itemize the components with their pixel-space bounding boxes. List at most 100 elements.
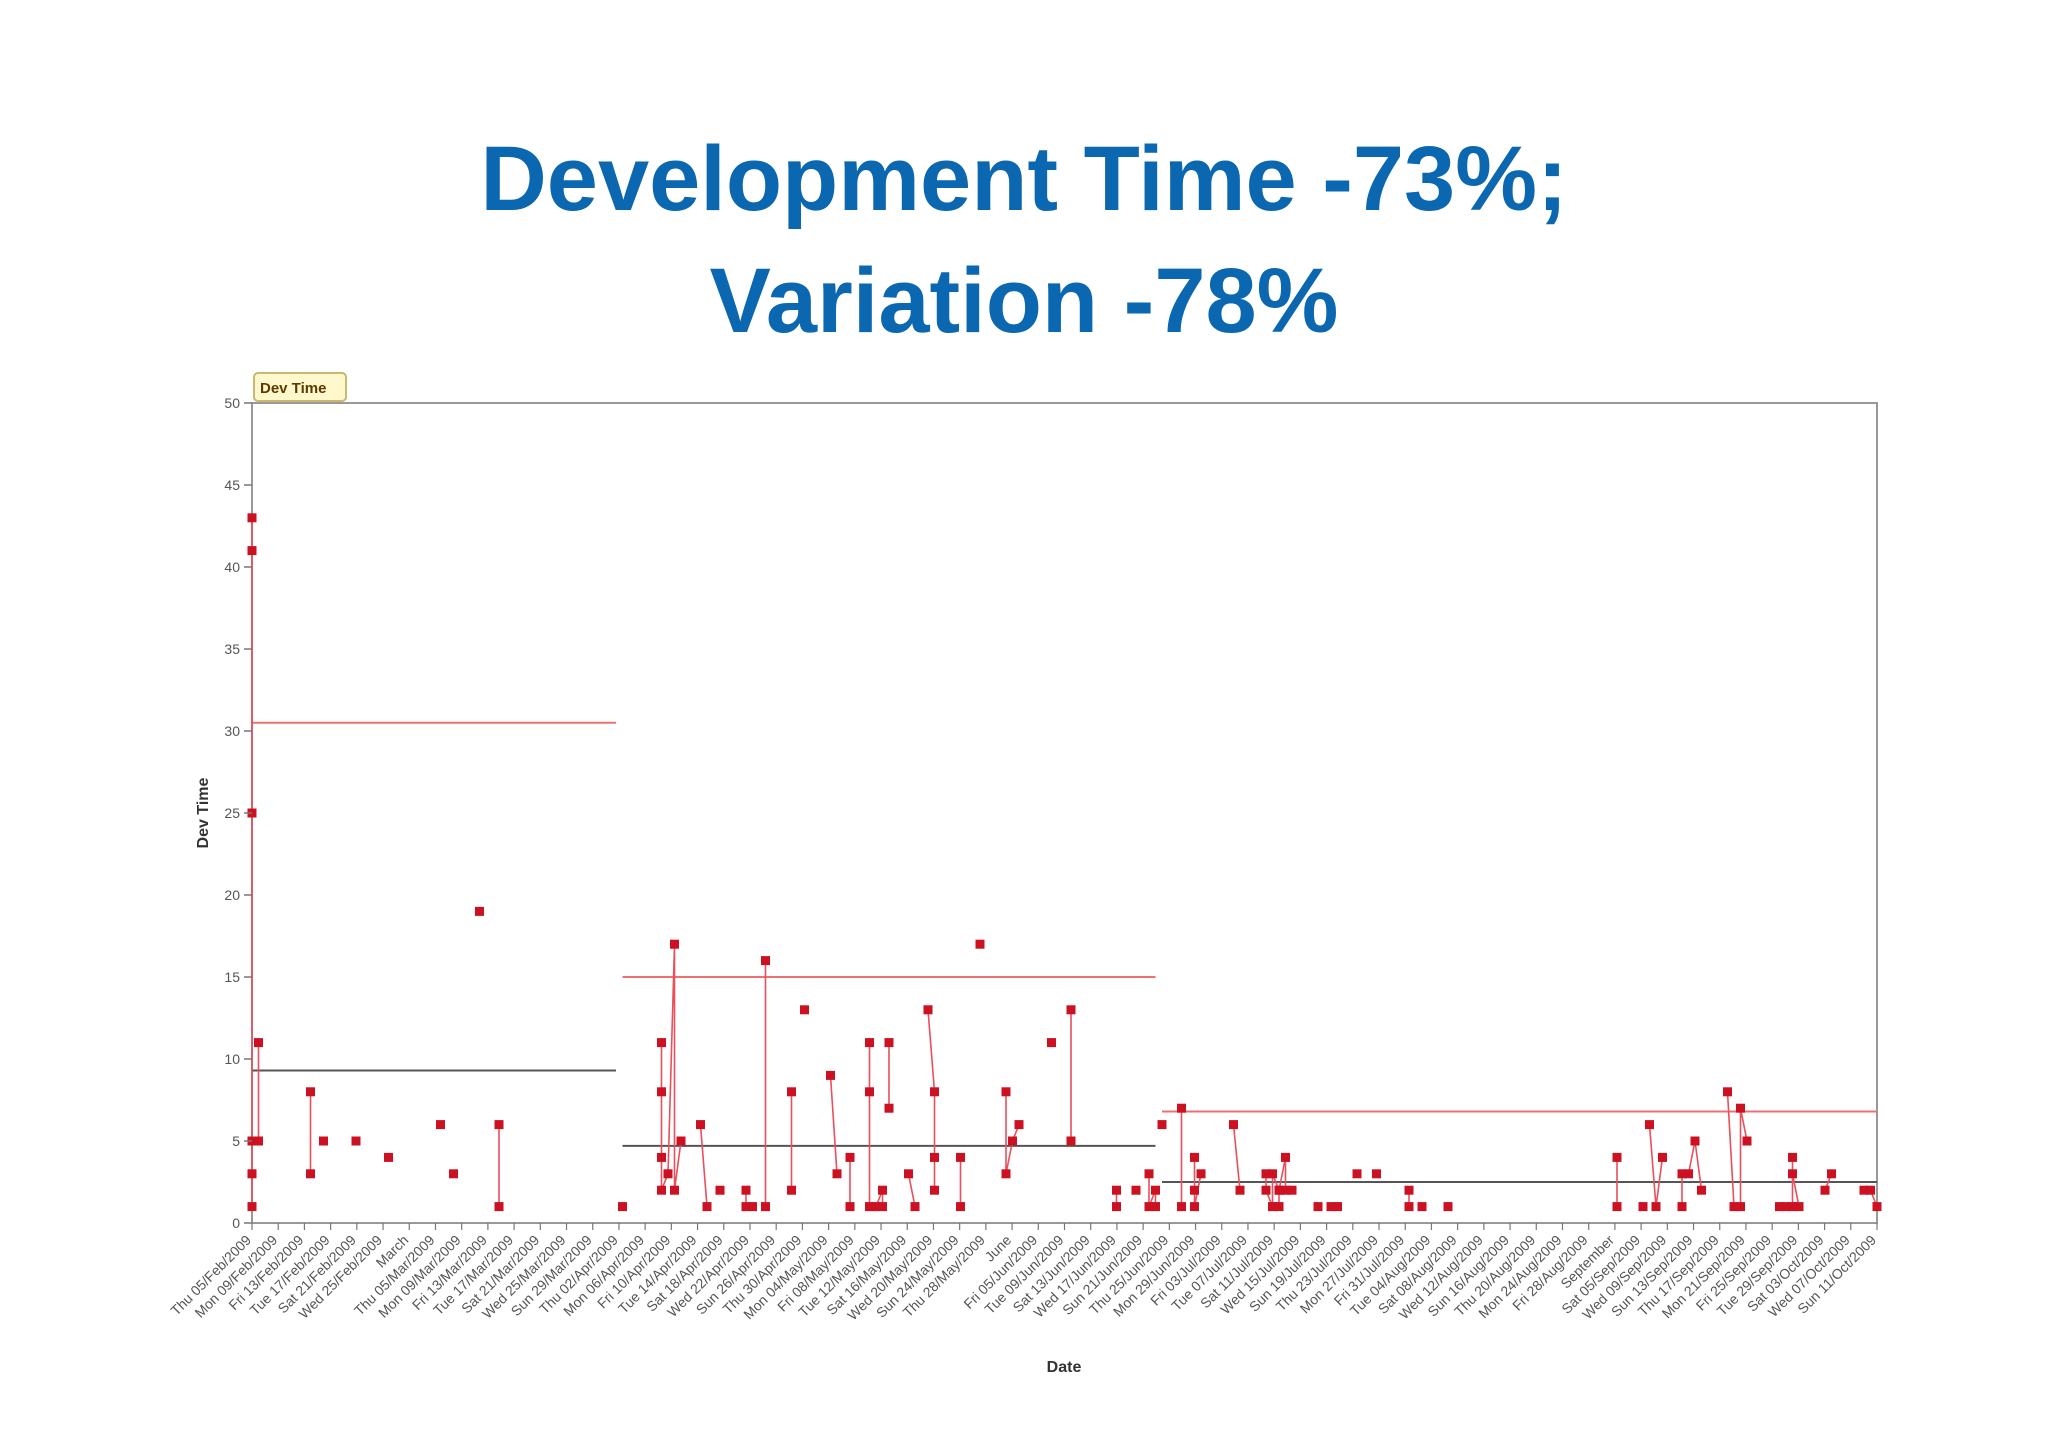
data-point — [904, 1169, 913, 1179]
slide-title-line-1: Development Time -73%; — [480, 128, 1568, 230]
data-point — [1443, 1202, 1453, 1212]
data-point — [1144, 1202, 1154, 1212]
data-point — [657, 1152, 666, 1162]
data-point — [884, 1103, 894, 1113]
data-point — [1417, 1202, 1427, 1212]
data-point — [254, 1038, 263, 1048]
series-line-segment — [1005, 1091, 1020, 1174]
data-point — [741, 1185, 751, 1195]
data-point — [1866, 1185, 1875, 1195]
data-point — [1775, 1202, 1784, 1212]
y-axis: 0 5 10 15 20 25 30 35 40 45 50 — [224, 395, 252, 1231]
data-point — [1638, 1202, 1648, 1212]
data-point — [1651, 1202, 1661, 1212]
data-point — [247, 1202, 257, 1212]
data-point — [1235, 1185, 1245, 1195]
data-point — [910, 1202, 920, 1212]
data-point — [1014, 1120, 1024, 1130]
data-point — [1788, 1152, 1797, 1162]
data-point — [1268, 1169, 1277, 1179]
data-point — [494, 1202, 504, 1212]
data-point — [1112, 1202, 1121, 1212]
data-point — [1066, 1136, 1076, 1146]
y-tick-label: 5 — [232, 1133, 240, 1149]
data-point — [1794, 1202, 1804, 1212]
legend-box — [253, 372, 347, 402]
data-point — [930, 1185, 939, 1195]
data-point — [1261, 1169, 1271, 1179]
data-point — [254, 1136, 263, 1146]
data-point — [884, 1038, 894, 1048]
data-point — [1677, 1169, 1687, 1179]
y-tick-label: 40 — [224, 559, 240, 575]
data-point — [696, 1120, 705, 1130]
legend-label: Dev Time — [260, 380, 326, 397]
series-line-segment — [927, 1009, 936, 1191]
data-point — [832, 1169, 842, 1179]
data-point — [748, 1202, 757, 1212]
data-point — [1723, 1087, 1732, 1097]
data-point — [1313, 1202, 1323, 1212]
data-point — [1190, 1185, 1199, 1195]
data-point — [494, 1120, 504, 1130]
data-point — [1677, 1202, 1687, 1212]
x-axis-title: Date — [1047, 1359, 1082, 1376]
data-point — [930, 1152, 939, 1162]
y-tick-label: 35 — [224, 641, 240, 657]
series-line-segment — [699, 1124, 708, 1207]
data-point — [1268, 1202, 1277, 1212]
data-point — [923, 1005, 933, 1015]
data-point — [1742, 1136, 1752, 1146]
data-point — [1274, 1185, 1284, 1195]
data-point — [351, 1136, 361, 1146]
data-point — [676, 1136, 686, 1146]
data-point — [663, 1169, 673, 1179]
y-tick-label: 20 — [224, 887, 240, 903]
data-point — [1066, 1005, 1076, 1015]
data-point — [657, 1038, 666, 1048]
data-point — [878, 1185, 887, 1195]
y-tick-label: 30 — [224, 723, 240, 739]
data-point — [1781, 1202, 1791, 1212]
data-point — [800, 1005, 809, 1015]
data-point — [1333, 1202, 1342, 1212]
data-point — [865, 1087, 874, 1097]
y-axis-title: Dev Time — [195, 777, 212, 848]
y-tick-label: 15 — [224, 969, 240, 985]
data-point — [1612, 1202, 1622, 1212]
data-point — [956, 1202, 965, 1212]
data-point — [761, 956, 770, 966]
data-point — [1131, 1185, 1141, 1195]
data-point — [1326, 1202, 1336, 1212]
data-point — [741, 1202, 751, 1212]
data-point — [1859, 1185, 1869, 1195]
series-line-segment — [660, 944, 682, 1191]
data-point — [1190, 1152, 1199, 1162]
data-point — [1684, 1169, 1693, 1179]
series-line-segment — [907, 1173, 916, 1207]
data-point — [670, 1185, 679, 1195]
data-point — [1112, 1185, 1121, 1195]
data-point — [1196, 1169, 1206, 1179]
y-tick-label: 25 — [224, 805, 240, 821]
slide-title: Development Time -73%; Variation -78% — [0, 118, 2048, 362]
data-point — [1151, 1202, 1160, 1212]
data-point — [1872, 1202, 1882, 1212]
data-point — [384, 1152, 393, 1162]
data-point — [878, 1202, 887, 1212]
data-point — [845, 1152, 855, 1162]
data-point — [1177, 1202, 1186, 1212]
y-tick-label: 50 — [224, 395, 240, 411]
data-point — [787, 1087, 796, 1097]
data-point — [306, 1087, 315, 1097]
data-point — [1287, 1185, 1297, 1195]
y-tick-label: 45 — [224, 477, 240, 493]
plot-area — [251, 402, 1878, 1224]
data-point — [1151, 1185, 1160, 1195]
data-point — [1612, 1152, 1622, 1162]
data-point — [1788, 1202, 1797, 1212]
data-point — [975, 939, 985, 949]
data-point — [1008, 1136, 1017, 1146]
data-point — [1404, 1185, 1414, 1195]
